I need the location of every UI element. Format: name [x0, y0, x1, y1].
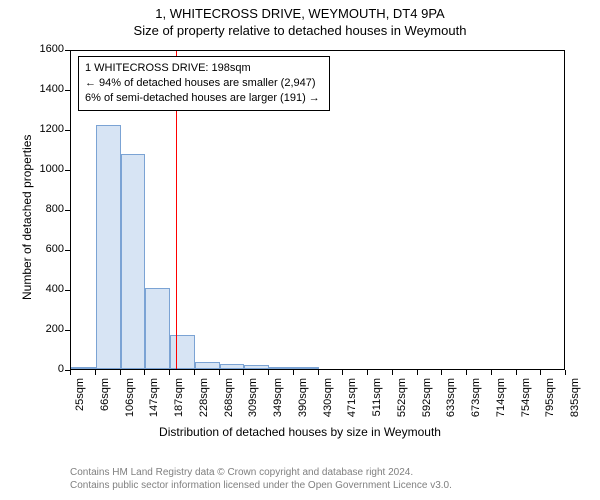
histogram-bar	[195, 362, 220, 369]
callout-line-3: 6% of semi-detached houses are larger (1…	[85, 91, 323, 106]
chart-subtitle: Size of property relative to detached ho…	[0, 23, 600, 38]
y-tick-mark	[65, 210, 70, 211]
x-tick-label: 390sqm	[297, 378, 309, 422]
x-tick-label: 228sqm	[198, 378, 210, 422]
address-line: 1, WHITECROSS DRIVE, WEYMOUTH, DT4 9PA	[0, 6, 600, 21]
y-tick-mark	[65, 290, 70, 291]
x-axis-label: Distribution of detached houses by size …	[0, 425, 600, 439]
x-tick-mark	[268, 370, 269, 375]
x-tick-label: 187sqm	[173, 378, 185, 422]
x-tick-mark	[565, 370, 566, 375]
x-tick-mark	[70, 370, 71, 375]
x-tick-label: 592sqm	[421, 378, 433, 422]
x-tick-label: 511sqm	[371, 378, 383, 422]
x-tick-mark	[466, 370, 467, 375]
y-tick-mark	[65, 250, 70, 251]
x-tick-label: 471sqm	[346, 378, 358, 422]
x-tick-mark	[219, 370, 220, 375]
x-tick-label: 106sqm	[124, 378, 136, 422]
y-tick-mark	[65, 330, 70, 331]
y-tick-mark	[65, 90, 70, 91]
callout-box: 1 WHITECROSS DRIVE: 198sqm ← 94% of deta…	[78, 56, 330, 111]
histogram-bar	[71, 367, 96, 369]
x-tick-label: 835sqm	[569, 378, 581, 422]
x-tick-label: 795sqm	[544, 378, 556, 422]
x-tick-mark	[243, 370, 244, 375]
y-tick-mark	[65, 130, 70, 131]
y-axis-label: Number of detached properties	[20, 135, 34, 300]
x-tick-label: 552sqm	[396, 378, 408, 422]
footer-line-1: Contains HM Land Registry data © Crown c…	[70, 466, 452, 479]
y-tick-label: 1600	[28, 43, 64, 55]
x-tick-mark	[169, 370, 170, 375]
footer-attribution: Contains HM Land Registry data © Crown c…	[70, 466, 452, 492]
y-tick-label: 1400	[28, 83, 64, 95]
footer-line-2: Contains public sector information licen…	[70, 479, 452, 492]
x-tick-mark	[540, 370, 541, 375]
x-tick-mark	[95, 370, 96, 375]
x-tick-mark	[194, 370, 195, 375]
x-tick-mark	[491, 370, 492, 375]
y-tick-mark	[65, 170, 70, 171]
x-tick-label: 25sqm	[74, 378, 86, 422]
y-tick-label: 400	[28, 283, 64, 295]
histogram-bar	[244, 365, 269, 369]
x-tick-mark	[120, 370, 121, 375]
x-tick-mark	[144, 370, 145, 375]
histogram-bar	[121, 154, 146, 369]
histogram-bar	[294, 367, 319, 369]
histogram-bar	[269, 367, 294, 369]
histogram-bar	[96, 125, 121, 369]
x-tick-mark	[318, 370, 319, 375]
y-tick-mark	[65, 50, 70, 51]
x-tick-label: 66sqm	[99, 378, 111, 422]
x-tick-label: 349sqm	[272, 378, 284, 422]
callout-line-1: 1 WHITECROSS DRIVE: 198sqm	[85, 61, 323, 76]
y-tick-label: 200	[28, 323, 64, 335]
header: 1, WHITECROSS DRIVE, WEYMOUTH, DT4 9PA S…	[0, 0, 600, 38]
y-tick-label: 1000	[28, 163, 64, 175]
x-tick-label: 268sqm	[223, 378, 235, 422]
histogram-bar	[220, 364, 245, 369]
x-tick-label: 633sqm	[445, 378, 457, 422]
x-tick-mark	[293, 370, 294, 375]
y-tick-label: 800	[28, 203, 64, 215]
x-tick-label: 147sqm	[148, 378, 160, 422]
x-tick-label: 714sqm	[495, 378, 507, 422]
x-tick-mark	[417, 370, 418, 375]
x-tick-mark	[367, 370, 368, 375]
histogram-bar	[145, 288, 170, 369]
x-tick-mark	[392, 370, 393, 375]
x-tick-label: 309sqm	[247, 378, 259, 422]
callout-line-2: ← 94% of detached houses are smaller (2,…	[85, 76, 323, 91]
x-tick-mark	[516, 370, 517, 375]
y-tick-label: 0	[28, 363, 64, 375]
y-tick-label: 1200	[28, 123, 64, 135]
x-tick-label: 754sqm	[520, 378, 532, 422]
x-tick-label: 430sqm	[322, 378, 334, 422]
x-tick-mark	[441, 370, 442, 375]
x-tick-mark	[342, 370, 343, 375]
histogram-bar	[170, 335, 195, 369]
y-tick-label: 600	[28, 243, 64, 255]
x-tick-label: 673sqm	[470, 378, 482, 422]
